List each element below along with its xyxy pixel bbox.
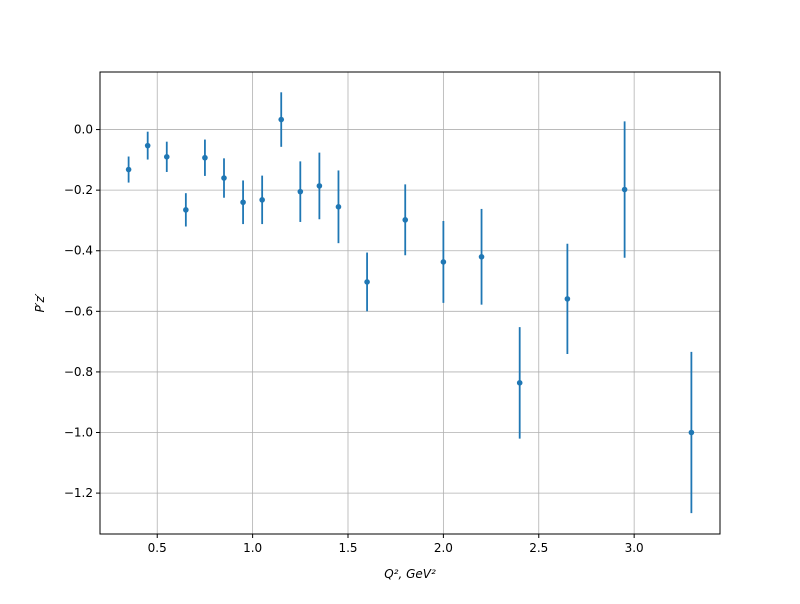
x-axis-label: Q², GeV² — [384, 567, 436, 581]
point — [402, 217, 409, 223]
x-tick-label: 0.5 — [148, 541, 167, 555]
point — [516, 380, 523, 386]
point — [335, 204, 342, 210]
y-tick-label: −1.0 — [64, 426, 93, 440]
point — [621, 186, 628, 193]
point — [144, 142, 151, 149]
point — [202, 154, 208, 161]
x-tick-label: 2.0 — [434, 541, 453, 555]
point — [688, 429, 695, 436]
y-tick-label: −0.6 — [64, 304, 93, 318]
y-tick-label: −1.2 — [64, 486, 93, 500]
point — [183, 207, 189, 213]
point — [478, 253, 485, 260]
point — [364, 279, 370, 285]
plot-frame — [99, 71, 721, 535]
x-tick-label: 1.5 — [338, 541, 357, 555]
point — [297, 188, 304, 195]
y-axis-label: P′z′ — [33, 293, 47, 312]
x-tick-label: 3.0 — [625, 541, 644, 555]
x-tick-label: 1.0 — [243, 541, 262, 555]
y-tick-label: −0.2 — [64, 183, 93, 197]
point — [316, 183, 323, 189]
point — [240, 199, 246, 206]
point — [125, 166, 132, 173]
point — [564, 296, 571, 302]
point — [278, 116, 285, 123]
y-tick-label: −0.8 — [64, 365, 93, 379]
y-tick-label: −0.4 — [64, 244, 93, 258]
point — [163, 154, 170, 160]
point — [440, 259, 447, 265]
x-tick-label: 2.5 — [529, 541, 548, 555]
point — [259, 197, 265, 203]
y-tick-label: 0.0 — [74, 123, 93, 137]
point — [221, 175, 227, 181]
